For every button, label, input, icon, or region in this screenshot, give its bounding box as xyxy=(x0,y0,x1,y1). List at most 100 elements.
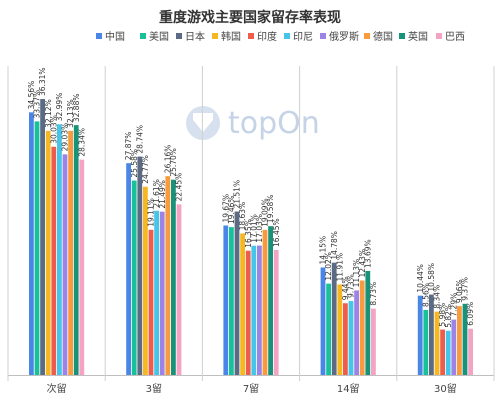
data-label: 13.69% xyxy=(363,239,372,268)
bar xyxy=(326,283,331,375)
bar xyxy=(137,156,143,375)
bar xyxy=(148,229,154,375)
data-label: 21.51% xyxy=(233,180,242,209)
data-label: 14.15% xyxy=(319,236,328,265)
bar xyxy=(445,330,451,375)
data-label: 16.45% xyxy=(272,218,281,247)
bar xyxy=(468,328,473,375)
data-label: 9.44% xyxy=(341,276,350,300)
legend: 中国 美国 日本 韩国 印度 印尼 俄罗斯 德国 英国 巴西 xyxy=(96,30,465,43)
data-label: 19.46% xyxy=(227,195,236,224)
bars xyxy=(29,99,473,376)
bar xyxy=(143,186,148,375)
data-label: 5.98% xyxy=(438,303,447,327)
data-label: 8.56% xyxy=(421,283,430,307)
chart-title: 重度游戏主要国家留存率表现 xyxy=(159,9,341,26)
data-label: 17.03% xyxy=(255,214,264,243)
data-label: 19.67% xyxy=(221,194,230,223)
x-axis: 次留 3留 7留 14留 30留 xyxy=(7,66,495,395)
data-label: 9.06% xyxy=(455,279,464,303)
data-label: 32.12% xyxy=(44,99,53,128)
legend-label: 英国 xyxy=(408,30,428,43)
data-label: 8.34% xyxy=(433,285,442,309)
data-label: 6.09% xyxy=(466,302,475,326)
bar xyxy=(251,245,257,375)
bar xyxy=(245,250,251,375)
x-tick-label: 30留 xyxy=(434,382,457,395)
bar xyxy=(262,229,268,375)
legend-swatch xyxy=(364,33,370,39)
x-tick-label: 次留 xyxy=(47,382,67,395)
data-label: 12.43% xyxy=(358,249,367,278)
bar xyxy=(240,233,245,375)
bar xyxy=(273,249,279,375)
bar xyxy=(34,121,40,375)
data-label: 21.49% xyxy=(158,180,167,209)
data-label: 16.35% xyxy=(244,219,253,248)
bar xyxy=(451,319,457,375)
bar xyxy=(126,163,131,375)
data-label: 11.91% xyxy=(335,253,344,282)
legend-swatch xyxy=(140,33,146,39)
bar xyxy=(434,311,440,375)
bar xyxy=(234,211,240,375)
legend-swatch xyxy=(320,33,326,39)
x-tick-label: 14留 xyxy=(337,382,360,395)
bar xyxy=(73,125,79,375)
bar xyxy=(457,306,462,375)
bar xyxy=(176,204,182,375)
legend-swatch xyxy=(436,33,442,39)
data-label: 9.73% xyxy=(347,274,356,298)
data-label: 24.77% xyxy=(141,155,150,184)
bar xyxy=(171,179,176,375)
x-tick-label: 3留 xyxy=(146,382,162,395)
bar xyxy=(365,270,371,375)
data-label: 21.61% xyxy=(152,179,161,208)
data-label: 12.02% xyxy=(324,252,333,281)
bar xyxy=(29,112,34,376)
data-label: 32.99% xyxy=(55,93,64,122)
data-label: 34.56% xyxy=(27,81,36,110)
data-label: 25.70% xyxy=(169,148,178,177)
legend-label: 巴西 xyxy=(445,31,465,43)
bar xyxy=(354,290,359,375)
bar xyxy=(57,124,62,375)
bar xyxy=(159,211,165,375)
legend-label: 印尼 xyxy=(293,31,313,43)
legend-swatch xyxy=(399,33,405,39)
legend-label: 中国 xyxy=(105,30,125,43)
legend-label: 日本 xyxy=(185,30,205,43)
bar xyxy=(62,154,68,375)
data-label: 36.31% xyxy=(38,67,47,96)
bar xyxy=(79,159,85,375)
data-label: 25.58% xyxy=(130,149,139,178)
data-label: 27.87% xyxy=(124,132,133,161)
legend-label: 印度 xyxy=(257,30,277,43)
bar xyxy=(320,267,326,375)
bar xyxy=(223,225,229,375)
data-label: 14.78% xyxy=(330,231,339,260)
legend-label: 德国 xyxy=(373,30,393,43)
bar xyxy=(154,210,159,375)
data-label: 18.63% xyxy=(238,202,247,231)
data-labels: 34.56%33.37%36.31% 32.12%30.03%32.99%29.0… xyxy=(27,67,475,327)
data-label: 33.37% xyxy=(33,90,42,119)
data-label: 19.58% xyxy=(266,195,275,224)
bar xyxy=(348,301,354,375)
data-label: 19.11% xyxy=(147,198,156,227)
watermark-text: topOn xyxy=(228,106,320,141)
bar xyxy=(40,99,45,375)
legend-swatch xyxy=(212,33,218,39)
data-label: 26.16% xyxy=(163,145,172,174)
data-label: 22.45% xyxy=(175,173,184,202)
legend-label: 美国 xyxy=(149,30,169,43)
data-label: 17.01% xyxy=(249,214,258,243)
legend-label: 韩国 xyxy=(221,30,241,43)
bar xyxy=(229,227,234,375)
bar xyxy=(429,294,434,375)
legend-swatch xyxy=(284,33,290,39)
legend-swatch xyxy=(176,33,182,39)
bar xyxy=(131,180,137,375)
